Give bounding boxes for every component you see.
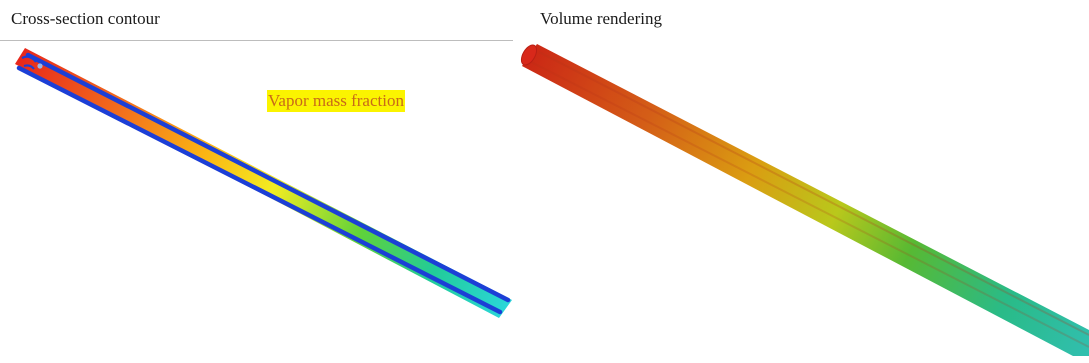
panel-divider — [0, 40, 513, 41]
inner-tube-trace-upper — [538, 51, 1089, 336]
tube-wall-upper — [25, 52, 511, 303]
pipe-volume-shading — [522, 44, 1089, 356]
volume-rendering-plot — [520, 44, 1089, 356]
vapor-mass-fraction-label: Vapor mass fraction — [267, 90, 405, 112]
cross-section-title: Cross-section contour — [11, 9, 160, 28]
cross-section-panel: Cross-section contour — [0, 0, 513, 363]
volume-rendering-title: Volume rendering — [540, 9, 662, 28]
pipe-cross-section — [15, 48, 512, 318]
tube-wall-lower — [16, 65, 503, 315]
inner-tube-trace-lower — [530, 61, 1089, 348]
inlet-marker — [37, 63, 43, 69]
inlet-detail — [21, 55, 37, 70]
pipe-inlet-cap — [520, 44, 538, 66]
cross-section-contour-plot — [15, 48, 512, 318]
volume-rendering-panel: Volume rendering — [513, 0, 1089, 363]
